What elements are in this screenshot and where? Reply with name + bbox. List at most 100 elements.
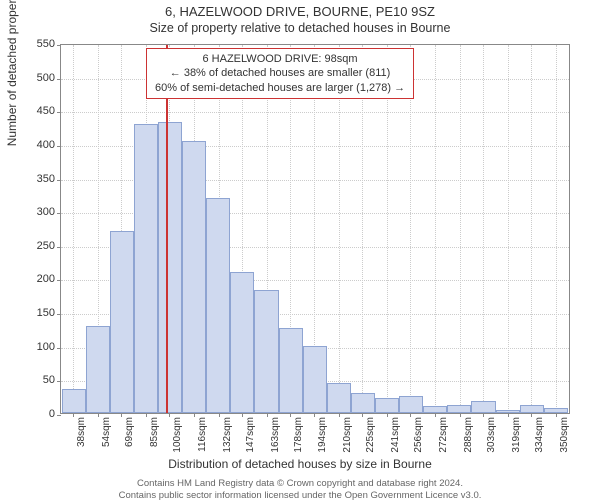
xtick-label: 241sqm: [390, 417, 401, 453]
histogram-bar: [496, 410, 520, 413]
histogram-bar: [230, 272, 254, 413]
gridline-vertical: [435, 45, 436, 413]
footer-line-2: Contains public sector information licen…: [0, 490, 600, 501]
histogram-bar: [303, 346, 327, 413]
xtick-mark: [387, 413, 388, 417]
gridline-vertical: [362, 45, 363, 413]
ytick-mark: [57, 79, 61, 80]
ytick-mark: [57, 247, 61, 248]
xtick-mark: [435, 413, 436, 417]
gridline-vertical: [387, 45, 388, 413]
xtick-label: 132sqm: [222, 417, 233, 453]
xtick-mark: [121, 413, 122, 417]
histogram-bar: [254, 290, 278, 413]
xtick-mark: [483, 413, 484, 417]
ytick-mark: [57, 415, 61, 416]
ytick-label: 50: [15, 374, 55, 386]
xtick-label: 116sqm: [197, 417, 208, 453]
xtick-label: 163sqm: [270, 417, 281, 453]
xtick-label: 256sqm: [413, 417, 424, 453]
xtick-mark: [169, 413, 170, 417]
ytick-label: 350: [15, 173, 55, 185]
xtick-mark: [290, 413, 291, 417]
ytick-label: 300: [15, 206, 55, 218]
histogram-bar: [206, 198, 230, 413]
xtick-label: 194sqm: [317, 417, 328, 453]
xtick-mark: [410, 413, 411, 417]
annotation-line: 60% of semi-detached houses are larger (…: [155, 81, 405, 95]
page-title: 6, HAZELWOOD DRIVE, BOURNE, PE10 9SZ: [0, 4, 600, 19]
footer-attribution: Contains HM Land Registry data © Crown c…: [0, 478, 600, 501]
xtick-mark: [98, 413, 99, 417]
property-marker-line: [166, 45, 168, 413]
xtick-mark: [460, 413, 461, 417]
xtick-label: 334sqm: [534, 417, 545, 453]
xtick-mark: [146, 413, 147, 417]
gridline-vertical: [508, 45, 509, 413]
xtick-label: 54sqm: [101, 417, 112, 453]
ytick-mark: [57, 180, 61, 181]
histogram-bar: [544, 408, 568, 413]
histogram-bar: [134, 124, 158, 413]
histogram-bar: [471, 401, 495, 413]
xtick-label: 69sqm: [124, 417, 135, 453]
gridline-vertical: [483, 45, 484, 413]
xtick-label: 147sqm: [245, 417, 256, 453]
histogram-bar: [520, 405, 544, 413]
annotation-line: 6 HAZELWOOD DRIVE: 98sqm: [155, 52, 405, 66]
histogram-bar: [182, 141, 206, 413]
ytick-mark: [57, 280, 61, 281]
xtick-label: 303sqm: [486, 417, 497, 453]
ytick-label: 250: [15, 240, 55, 252]
annotation-line: ← 38% of detached houses are smaller (81…: [155, 66, 405, 80]
xtick-label: 350sqm: [559, 417, 570, 453]
histogram-bar: [110, 231, 134, 413]
xtick-label: 178sqm: [293, 417, 304, 453]
histogram-chart: 6 HAZELWOOD DRIVE: 98sqm← 38% of detache…: [60, 44, 570, 414]
histogram-bar: [158, 122, 182, 413]
ytick-label: 500: [15, 72, 55, 84]
ytick-mark: [57, 213, 61, 214]
xtick-mark: [314, 413, 315, 417]
ytick-label: 100: [15, 341, 55, 353]
ytick-mark: [57, 45, 61, 46]
xtick-label: 272sqm: [438, 417, 449, 453]
ytick-mark: [57, 314, 61, 315]
xtick-label: 38sqm: [76, 417, 87, 453]
ytick-label: 450: [15, 105, 55, 117]
xtick-mark: [73, 413, 74, 417]
ytick-label: 550: [15, 38, 55, 50]
page-subtitle: Size of property relative to detached ho…: [0, 21, 600, 35]
histogram-bar: [327, 383, 351, 413]
xtick-mark: [267, 413, 268, 417]
histogram-bar: [375, 398, 399, 413]
histogram-bar: [399, 396, 423, 413]
ytick-label: 200: [15, 273, 55, 285]
xtick-mark: [531, 413, 532, 417]
xtick-mark: [194, 413, 195, 417]
histogram-bar: [62, 389, 86, 413]
gridline-vertical: [531, 45, 532, 413]
xtick-label: 210sqm: [342, 417, 353, 453]
gridline-vertical: [73, 45, 74, 413]
ytick-label: 0: [15, 408, 55, 420]
gridline-vertical: [410, 45, 411, 413]
x-axis-label: Distribution of detached houses by size …: [0, 457, 600, 471]
xtick-mark: [556, 413, 557, 417]
xtick-label: 319sqm: [511, 417, 522, 453]
ytick-mark: [57, 381, 61, 382]
ytick-mark: [57, 146, 61, 147]
xtick-label: 85sqm: [149, 417, 160, 453]
histogram-bar: [279, 328, 303, 413]
xtick-mark: [219, 413, 220, 417]
histogram-bar: [86, 326, 110, 413]
ytick-mark: [57, 112, 61, 113]
xtick-mark: [242, 413, 243, 417]
histogram-bar: [423, 406, 447, 413]
ytick-label: 150: [15, 307, 55, 319]
gridline-vertical: [556, 45, 557, 413]
gridline-vertical: [460, 45, 461, 413]
xtick-label: 288sqm: [463, 417, 474, 453]
xtick-mark: [362, 413, 363, 417]
histogram-bar: [351, 393, 375, 413]
